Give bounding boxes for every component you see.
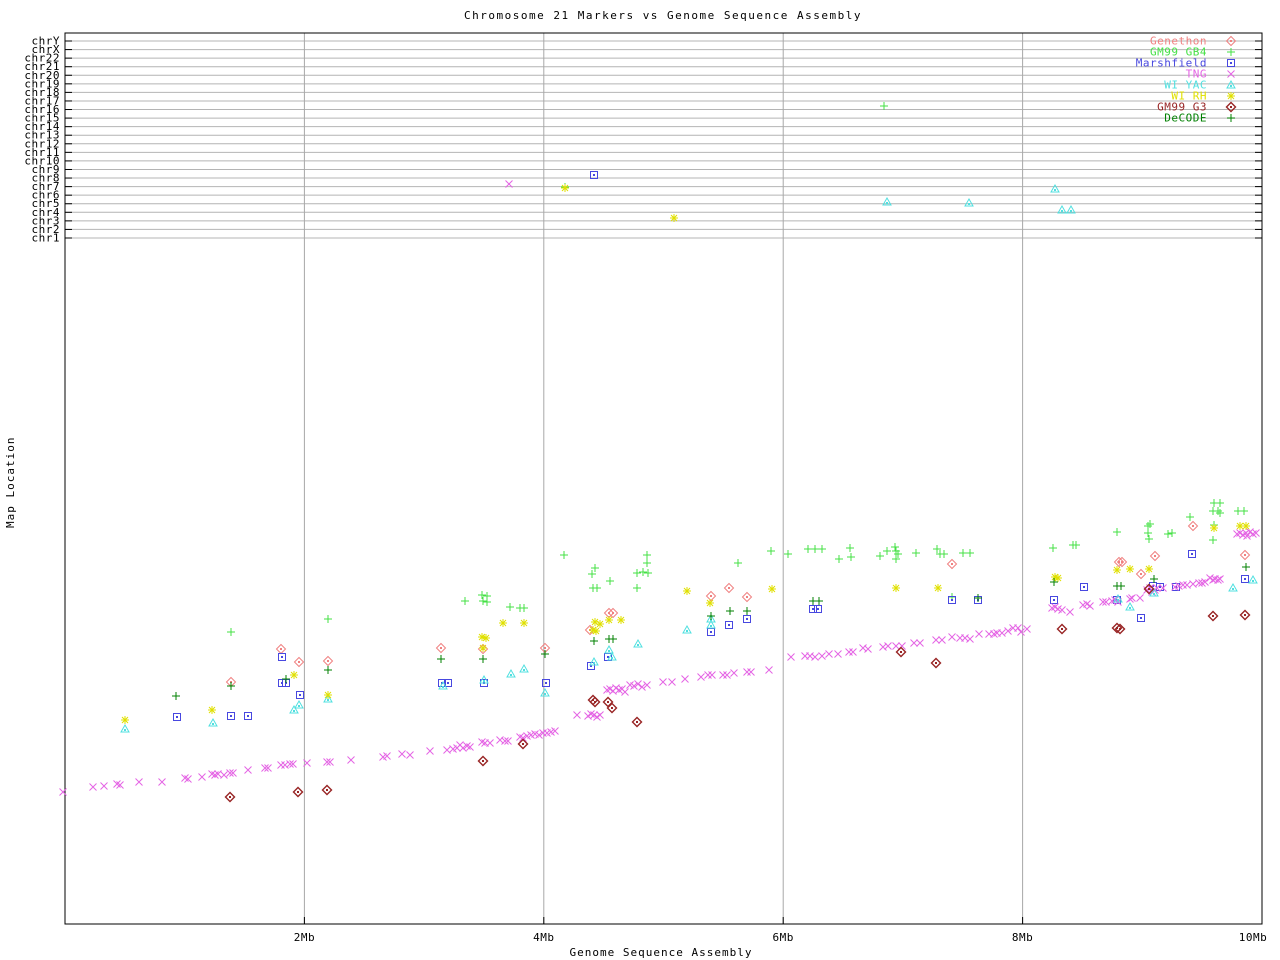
svg-text:6Mb: 6Mb	[773, 931, 794, 944]
series-decode-points	[172, 563, 1250, 700]
series-genethon-points	[225, 520, 1251, 688]
svg-text:chr3: chr3	[32, 214, 61, 227]
series-wi-rh-points	[121, 184, 1250, 724]
svg-text:2Mb: 2Mb	[294, 931, 315, 944]
plot-border	[64, 32, 1263, 925]
mb-tick-labels: 2Mb 4Mb 6Mb 8Mb 10Mb	[294, 931, 1268, 944]
svg-text:chr13: chr13	[24, 129, 60, 142]
svg-text:chr7: chr7	[32, 180, 61, 193]
svg-text:chr4: chr4	[32, 206, 61, 219]
svg-text:10Mb: 10Mb	[1239, 931, 1268, 944]
chart-title: Chromosome 21 Markers vs Genome Sequence…	[463, 9, 863, 22]
svg-text:chr8: chr8	[32, 172, 61, 185]
svg-text:chr5: chr5	[32, 197, 61, 210]
legend-label-5: WI RH	[1171, 90, 1207, 103]
legend-label-7: DeCODE	[1164, 112, 1207, 125]
svg-text:chr14: chr14	[24, 120, 60, 133]
svg-text:4Mb: 4Mb	[533, 931, 554, 944]
series-tng-points	[59, 180, 1260, 796]
svg-text:chr18: chr18	[24, 86, 60, 99]
series-gm99-g3-points	[224, 583, 1251, 803]
svg-text:chr20: chr20	[24, 69, 60, 82]
mb-gridlines	[303, 33, 1263, 924]
chromosome-gridlines	[65, 40, 1262, 239]
legend-label-1: GM99 GB4	[1150, 46, 1207, 59]
svg-text:chr21: chr21	[24, 60, 60, 73]
legend-label-6: GM99 G3	[1157, 101, 1207, 114]
svg-text:chr9: chr9	[32, 163, 61, 176]
series-wi-yac-points	[120, 183, 1258, 733]
svg-text:chr10: chr10	[24, 154, 60, 167]
svg-text:chr22: chr22	[24, 52, 60, 65]
svg-text:chr2: chr2	[32, 223, 61, 236]
svg-text:8Mb: 8Mb	[1012, 931, 1033, 944]
chromosome-tick-labels: chrYchrXchr22chr21chr20chr19chr18chr17ch…	[24, 35, 61, 245]
svg-text:chrX: chrX	[32, 43, 61, 56]
legend-label-3: TNG	[1186, 68, 1207, 81]
x-axis-title: Genome Sequence Assembly	[569, 946, 753, 959]
series-gm99-gb4-points	[227, 102, 1248, 636]
series-marshfield-points	[173, 171, 1249, 721]
svg-text:chr17: chr17	[24, 94, 60, 107]
svg-text:chrY: chrY	[32, 35, 61, 48]
svg-text:chr15: chr15	[24, 112, 60, 125]
svg-text:chr1: chr1	[32, 232, 61, 245]
legend-label-4: WI YAC	[1164, 79, 1207, 92]
legend-label-2: Marshfield	[1136, 57, 1207, 70]
svg-text:chr12: chr12	[24, 137, 60, 150]
svg-text:chr11: chr11	[24, 146, 60, 159]
legend-label-0: Genethon	[1150, 35, 1207, 48]
svg-text:chr16: chr16	[24, 103, 60, 116]
svg-text:chr19: chr19	[24, 77, 60, 90]
svg-text:chr6: chr6	[32, 189, 61, 202]
